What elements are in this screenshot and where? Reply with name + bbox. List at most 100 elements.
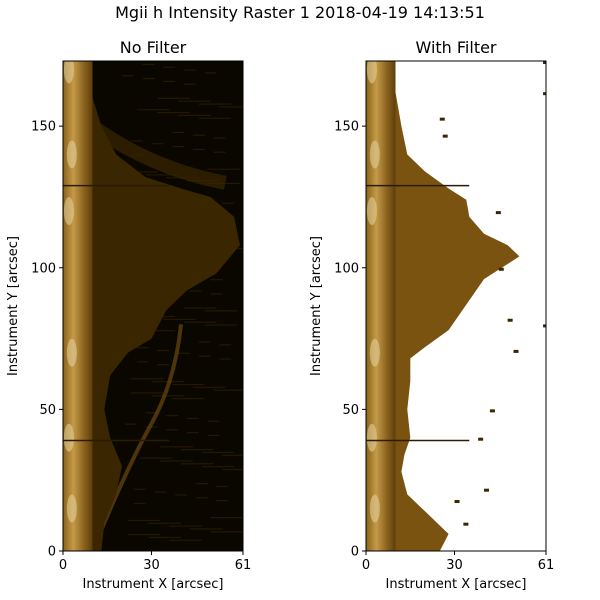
noise-streak — [139, 457, 173, 459]
noise-streak — [183, 307, 217, 309]
noise-streak — [166, 415, 179, 417]
noise-streak — [186, 417, 199, 420]
bright-patch — [369, 338, 380, 367]
masked-pixel-cluster — [442, 134, 448, 138]
noise-streak — [210, 293, 223, 295]
x-tick-label: 61 — [235, 558, 252, 573]
bright-patch — [66, 140, 77, 169]
bright-patch — [366, 423, 377, 452]
noise-streak — [198, 103, 232, 105]
bright-patch — [369, 140, 380, 169]
masked-pixel-cluster — [513, 349, 519, 353]
noise-streak — [204, 310, 238, 312]
y-tick-label: 100 — [334, 261, 359, 276]
noise-streak — [154, 491, 167, 493]
limb-band — [366, 61, 396, 551]
noise-streak — [172, 383, 205, 386]
noise-streak — [195, 497, 208, 499]
noise-streak — [169, 539, 202, 541]
masked-pixel-cluster — [495, 211, 501, 215]
noise-streak — [186, 432, 199, 434]
y-axis-label: Instrument Y [arcsec] — [6, 236, 21, 376]
x-tick-label: 0 — [362, 558, 370, 573]
x-tick-label: 0 — [59, 558, 67, 573]
noise-streak — [195, 483, 208, 485]
noise-streak — [163, 318, 196, 320]
noise-streak — [213, 151, 226, 153]
axes-frame — [365, 60, 547, 552]
noise-streak — [163, 66, 176, 68]
noise-streak — [124, 423, 137, 425]
noise-streak — [130, 392, 164, 394]
y-tick-label: 0 — [48, 545, 56, 560]
noise-streak — [178, 100, 211, 102]
noise-streak — [207, 434, 220, 437]
diffuse-feature — [88, 120, 227, 190]
noise-streak — [204, 324, 238, 326]
noise-streak — [219, 358, 232, 360]
loop-feature — [96, 324, 184, 538]
noise-streak — [136, 109, 170, 111]
masked-pixel-cluster — [478, 437, 484, 441]
noise-streak — [189, 290, 202, 292]
noise-streak — [219, 106, 243, 108]
masked-pixel-cluster — [454, 500, 460, 504]
noise-streak — [183, 321, 217, 323]
noise-streak — [192, 386, 226, 388]
x-axis-label: Instrument X [arcsec] — [386, 577, 527, 592]
noise-streak — [175, 494, 187, 496]
noise-streak — [157, 364, 170, 366]
noise-streak — [222, 468, 243, 471]
noise-streak — [157, 97, 190, 100]
noise-streak — [145, 174, 179, 176]
bright-patch — [369, 494, 380, 523]
noise-streak — [160, 446, 193, 448]
x-axis-label: Instrument X [arcsec] — [83, 577, 224, 592]
x-tick-label: 30 — [143, 558, 160, 573]
masked-pixel-cluster — [498, 267, 504, 271]
masked-pixel-cluster — [439, 117, 445, 121]
bright-patch — [66, 494, 77, 523]
noise-streak — [127, 519, 161, 522]
noise-streak — [172, 145, 184, 148]
noise-streak — [122, 75, 134, 77]
noise-streak — [148, 536, 182, 539]
y-tick-label: 100 — [31, 261, 56, 276]
noise-streak — [133, 488, 146, 490]
masked-pixel-cluster — [489, 409, 495, 413]
noise-streak — [130, 378, 164, 380]
noise-streak — [198, 341, 211, 343]
noise-streak — [183, 69, 196, 71]
noise-streak — [201, 466, 235, 468]
noise-streak — [160, 460, 193, 462]
noise-streak — [210, 531, 243, 533]
noise-streak — [222, 202, 235, 204]
bright-patch — [366, 61, 377, 84]
noise-streak — [142, 330, 176, 332]
masked-pixel-cluster — [463, 522, 469, 526]
y-tick-label: 150 — [334, 120, 359, 135]
masked-pixel-cluster — [543, 324, 546, 328]
noise-streak — [166, 429, 179, 431]
noise-streak — [142, 63, 155, 66]
noise-streak — [210, 517, 243, 519]
noise-streak — [169, 525, 202, 527]
figure-title: Mgii h Intensity Raster 1 2018-04-19 14:… — [115, 3, 485, 22]
noise-streak — [198, 117, 232, 119]
limb-band — [63, 61, 93, 551]
noise-streak — [157, 111, 190, 114]
masked-pixel-cluster — [507, 318, 513, 322]
bright-patch — [63, 61, 74, 84]
noise-streak — [189, 528, 223, 530]
noise-streak — [178, 352, 190, 354]
y-tick-label: 150 — [31, 120, 56, 135]
masked-pixel-cluster — [543, 61, 546, 64]
x-tick-label: 30 — [446, 558, 463, 573]
noise-streak — [213, 137, 226, 139]
noise-streak — [192, 134, 205, 136]
noise-streak — [198, 355, 211, 357]
noise-streak — [136, 347, 149, 349]
noise-streak — [148, 522, 182, 524]
axes-frame — [62, 60, 244, 552]
